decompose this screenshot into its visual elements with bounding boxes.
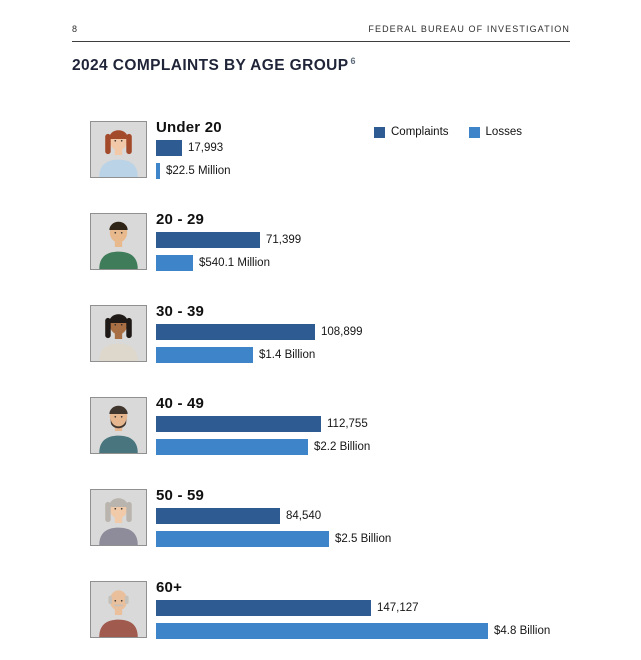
- losses-value: $2.2 Billion: [314, 440, 371, 453]
- older-woman-avatar-icon: [90, 489, 147, 547]
- complaints-value: 147,127: [377, 601, 419, 614]
- complaints-value: 112,755: [327, 417, 368, 430]
- complaints-bar-line: 108,899: [156, 322, 363, 341]
- header-divider: [72, 41, 570, 42]
- age-group-label: Under 20: [156, 119, 222, 137]
- legend-label: Complaints: [391, 126, 449, 138]
- row-content: 20 - 29 71,399 $540.1 Million: [156, 211, 301, 272]
- losses-bar-line: $1.4 Billion: [156, 345, 363, 364]
- row-content: Under 20 17,993 $22.5 Million: [156, 119, 231, 180]
- losses-bar: [156, 530, 329, 547]
- row-content: 60+ 147,127 $4.8 Billion: [156, 579, 550, 640]
- complaints-bar: [156, 139, 182, 156]
- young-woman-avatar-icon: [90, 121, 147, 179]
- age-group-row: Under 20 17,993 $22.5 Million: [90, 119, 570, 180]
- losses-bar: [156, 622, 488, 639]
- losses-bar: [156, 438, 308, 455]
- bearded-man-avatar-icon: [90, 397, 147, 455]
- age-group-row: 60+ 147,127 $4.8 Billion: [90, 579, 570, 640]
- age-group-row: 20 - 29 71,399 $540.1 Million: [90, 211, 570, 272]
- young-man-avatar-icon: [90, 213, 147, 271]
- page-number: 8: [72, 24, 78, 34]
- losses-bar: [156, 162, 160, 179]
- losses-bar: [156, 254, 193, 271]
- page-header: 8 FEDERAL BUREAU OF INVESTIGATION: [72, 24, 570, 34]
- legend-item-losses: Losses: [468, 126, 522, 138]
- title-footnote: 6: [350, 56, 356, 66]
- complaints-bar-line: 84,540: [156, 506, 391, 525]
- row-content: 40 - 49 112,755 $2.2 Billion: [156, 395, 370, 456]
- complaints-bar: [156, 323, 315, 340]
- age-group-label: 60+: [156, 579, 183, 597]
- older-man-avatar-icon: [90, 581, 147, 639]
- complaints-value: 71,399: [266, 233, 302, 246]
- losses-value: $4.8 Billion: [494, 624, 551, 637]
- losses-bar-line: $4.8 Billion: [156, 621, 550, 640]
- complaints-bar-line: 112,755: [156, 414, 370, 433]
- age-group-label: 40 - 49: [156, 395, 205, 413]
- age-group-label: 50 - 59: [156, 487, 205, 505]
- losses-value: $540.1 Million: [199, 256, 270, 269]
- complaints-bar: [156, 231, 260, 248]
- legend-label: Losses: [485, 126, 522, 138]
- chart-legend: Complaints Losses: [374, 126, 522, 138]
- age-group-row: 30 - 39 108,899 $1.4 Billion: [90, 303, 570, 364]
- losses-bar-line: $22.5 Million: [156, 161, 231, 180]
- complaints-bar-line: 147,127: [156, 598, 550, 617]
- header-title: FEDERAL BUREAU OF INVESTIGATION: [368, 24, 570, 34]
- complaints-bar: [156, 599, 371, 616]
- age-group-label: 20 - 29: [156, 211, 205, 229]
- complaints-bar: [156, 415, 321, 432]
- losses-bar: [156, 346, 253, 363]
- complaints-bar-line: 17,993: [156, 138, 231, 157]
- losses-value: $2.5 Billion: [335, 532, 392, 545]
- losses-bar-line: $540.1 Million: [156, 253, 301, 272]
- losses-value: $1.4 Billion: [259, 348, 316, 361]
- legend-swatch-icon: [374, 126, 385, 138]
- complaints-value: 84,540: [286, 509, 322, 522]
- losses-bar-line: $2.5 Billion: [156, 529, 391, 548]
- losses-value: $22.5 Million: [166, 164, 231, 177]
- age-group-chart: Under 20 17,993 $22.5 Million 20 - 29 71,399…: [72, 119, 570, 640]
- woman-avatar-icon: [90, 305, 147, 363]
- legend-swatch-icon: [468, 126, 480, 138]
- complaints-value: 108,899: [321, 325, 363, 338]
- complaints-bar: [156, 507, 280, 524]
- page-title-text: 2024 COMPLAINTS BY AGE GROUP: [72, 57, 349, 75]
- row-content: 30 - 39 108,899 $1.4 Billion: [156, 303, 363, 364]
- age-group-row: 40 - 49 112,755 $2.2 Billion: [90, 395, 570, 456]
- page-title: 2024 COMPLAINTS BY AGE GROUP 6: [72, 56, 570, 75]
- age-group-row: 50 - 59 84,540 $2.5 Billion: [90, 487, 570, 548]
- row-content: 50 - 59 84,540 $2.5 Billion: [156, 487, 391, 548]
- complaints-value: 17,993: [188, 141, 224, 154]
- losses-bar-line: $2.2 Billion: [156, 437, 370, 456]
- age-group-label: 30 - 39: [156, 303, 205, 321]
- legend-item-complaints: Complaints: [374, 126, 449, 138]
- complaints-bar-line: 71,399: [156, 230, 301, 249]
